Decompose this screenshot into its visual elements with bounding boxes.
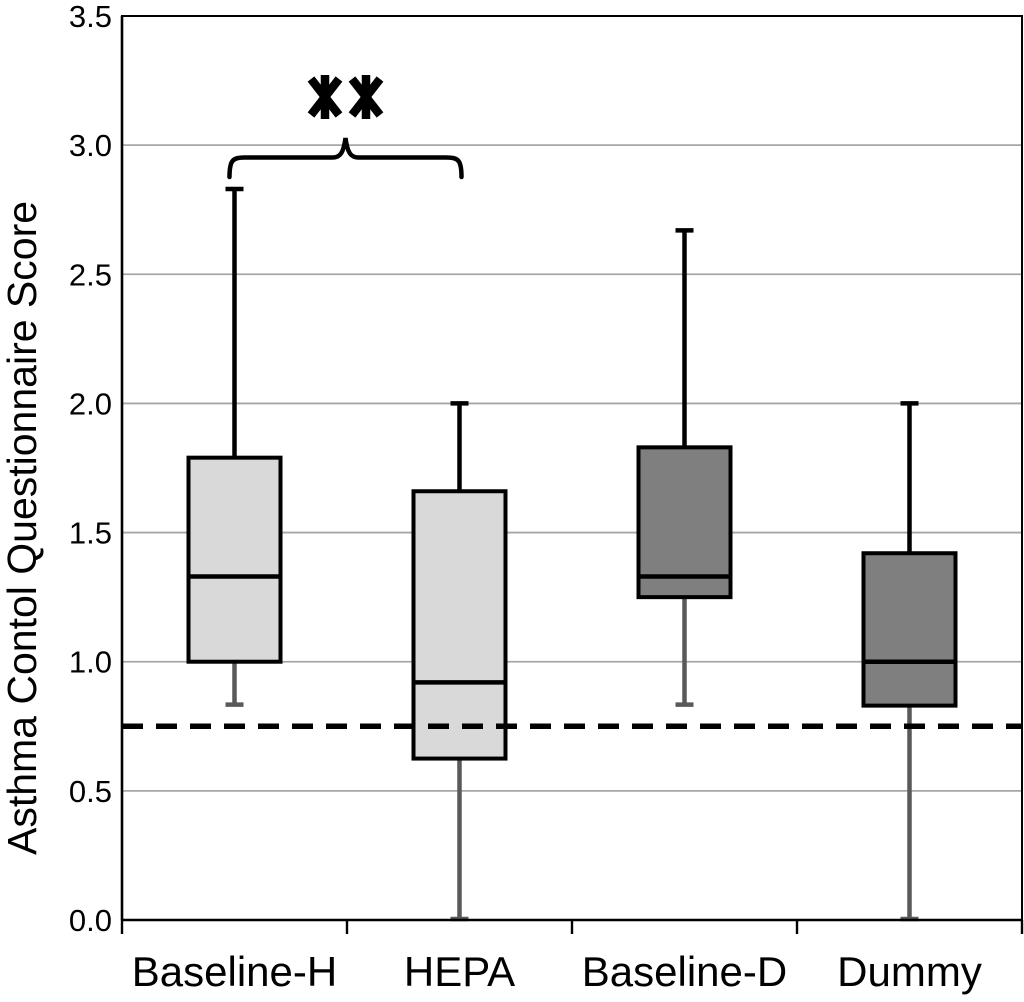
y-tick-label-1.0: 1.0 xyxy=(69,645,112,680)
y-tick-label-3.0: 3.0 xyxy=(69,128,112,163)
y-tick-label-1.5: 1.5 xyxy=(69,516,112,551)
box-Dummy xyxy=(861,551,958,708)
box-Baseline-D xyxy=(636,445,733,600)
y-tick-label-2.0: 2.0 xyxy=(69,386,112,421)
significance-bracket xyxy=(227,137,464,180)
asterisk-stroke xyxy=(307,76,343,118)
box-Baseline-H xyxy=(186,455,283,664)
x-category-label-Baseline-H: Baseline-H xyxy=(132,948,337,995)
y-tick-label-0.5: 0.5 xyxy=(69,774,112,809)
y-tick-label-2.5: 2.5 xyxy=(69,257,112,292)
box-HEPA xyxy=(411,489,508,761)
plot-area: 0.0 0.5 1.0 1.5 2.0 2.5 3.0 3.5 Baseline-H HEPA Ba… xyxy=(69,0,1024,995)
y-axis-title: Asthma Contol Questionnaire Score xyxy=(0,201,45,855)
y-tick-label-3.5: 3.5 xyxy=(69,0,112,34)
x-category-label-Dummy: Dummy xyxy=(837,948,982,995)
x-category-label-Baseline-D: Baseline-D xyxy=(582,948,787,995)
significance-asterisk-1 xyxy=(307,75,343,119)
significance-asterisk-2 xyxy=(348,75,384,119)
y-tick-label-0.0: 0.0 xyxy=(69,903,112,938)
asterisk-stroke xyxy=(348,76,384,118)
x-category-label-HEPA: HEPA xyxy=(404,948,515,995)
